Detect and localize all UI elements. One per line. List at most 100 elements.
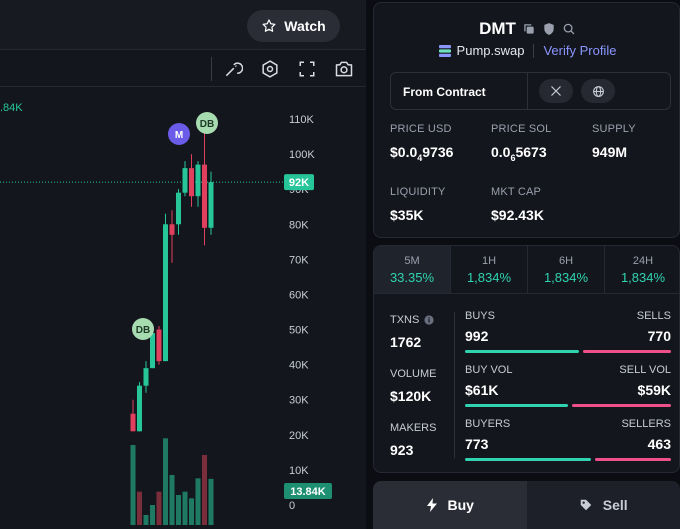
trade-tabs: Buy Sell: [373, 481, 680, 529]
buyers-sellers-ratio: BUYERS SELLERS 773 463: [465, 418, 671, 461]
indicator-magic-icon[interactable]: [221, 57, 245, 81]
volume-bar: [150, 505, 155, 525]
volume-bar: [189, 498, 194, 525]
tf-value: 33.35%: [389, 269, 435, 285]
buy-tab[interactable]: Buy: [373, 481, 527, 529]
website-button[interactable]: [581, 79, 615, 103]
buy-vol-bar: [465, 404, 568, 407]
trade-marker: [168, 123, 190, 145]
sells-bar: [582, 350, 671, 353]
token-title: DMT: [374, 19, 680, 39]
pumpswap-logo-icon: [438, 44, 451, 57]
price-usd-label: PRICE USD: [390, 123, 452, 135]
y-axis-tick-label: 20K: [289, 430, 309, 442]
watch-button[interactable]: Watch: [247, 10, 340, 42]
buys-bar: [465, 350, 579, 353]
transactions-panel: 5M 33.35% 1H 1,834% 6H 1,834% 24H 1,834%…: [373, 245, 680, 473]
y-axis-tick-label: 0: [289, 500, 295, 512]
volume-bar: [143, 515, 149, 525]
price-usd-stat: PRICE USD $0.049736: [390, 123, 453, 163]
timeframe-24h[interactable]: 24H 1,834%: [605, 246, 679, 293]
fullscreen-icon[interactable]: [295, 57, 319, 81]
volume-bar: [195, 478, 201, 525]
lightning-icon: [426, 498, 437, 512]
volume-bar: [156, 491, 162, 525]
tf-label: 6H: [558, 254, 574, 267]
volume-bar: [182, 491, 188, 525]
sell-tab[interactable]: Sell: [527, 481, 680, 529]
chart-panel: Watch 110K 100K 90K 80K 70K 60K 50K 40K 30K 20K 10…: [0, 0, 366, 529]
timeframe-1h[interactable]: 1H 1,834%: [451, 246, 528, 293]
txns-stat: TXNS 1762: [390, 314, 434, 350]
trade-marker-label: DB: [136, 325, 150, 336]
volume-tag-bg: [284, 482, 332, 499]
price-usd-value: $0.049736: [390, 144, 454, 163]
buy-sell-volume-ratio: BUY VOL SELL VOL $61K $59K: [465, 364, 671, 407]
candle-body: [189, 168, 194, 197]
verify-profile-link[interactable]: Verify Profile: [543, 43, 617, 58]
camera-icon[interactable]: [332, 57, 356, 81]
sell-label: Sell: [602, 497, 628, 513]
timeframe-5m[interactable]: 5M 33.35%: [374, 246, 451, 293]
supply-stat: SUPPLY 949M: [592, 123, 636, 160]
liquidity-label: LIQUIDITY: [390, 186, 446, 198]
makers-label: MAKERS: [390, 422, 437, 434]
supply-label: SUPPLY: [592, 123, 636, 135]
txns-label: TXNS: [390, 314, 420, 326]
candle-body: [195, 164, 201, 197]
tag-icon: [580, 499, 592, 511]
price-tag-bg: [284, 174, 314, 191]
buyers-value: 773: [465, 436, 489, 452]
buys-value: 992: [465, 328, 489, 344]
volume-tag: 13.84K: [290, 486, 326, 498]
timeframe-6h[interactable]: 6H 1,834%: [528, 246, 605, 293]
sell-vol-label: SELL VOL: [619, 364, 671, 376]
token-info-panel: DMT Pump.swap Verify Profile From Contra…: [373, 2, 680, 238]
candle-body: [169, 224, 175, 235]
buy-label: Buy: [447, 497, 474, 513]
star-icon: [262, 19, 276, 32]
sells-label: SELLS: [636, 310, 671, 322]
candle-body: [176, 192, 181, 225]
trade-marker-label: M: [175, 130, 183, 141]
dex-name[interactable]: Pump.swap: [456, 43, 525, 58]
watch-label: Watch: [284, 18, 326, 34]
info-icon[interactable]: [424, 315, 434, 325]
tf-value: 1,834%: [620, 269, 666, 285]
from-contract-label[interactable]: From Contract: [403, 85, 486, 99]
divider: [454, 312, 455, 458]
price-sol-value: 0.065673: [491, 144, 547, 163]
search-icon[interactable]: [562, 22, 576, 36]
settings-hexagon-icon[interactable]: [258, 57, 282, 81]
timeframe-row: 5M 33.35% 1H 1,834% 6H 1,834% 24H 1,834%: [374, 246, 679, 294]
copy-icon[interactable]: [522, 22, 536, 36]
buyers-label: BUYERS: [465, 418, 511, 430]
y-axis-tick-label: 70K: [289, 254, 309, 266]
txns-value: 1762: [390, 334, 422, 350]
sell-vol-value: $59K: [637, 382, 671, 398]
y-axis-tick-label: 50K: [289, 325, 309, 337]
y-axis-tick-label: 100K: [289, 149, 315, 161]
trade-marker-label: DB: [200, 119, 214, 130]
shield-icon[interactable]: [542, 22, 556, 36]
sell-vol-bar: [571, 404, 671, 407]
price-tag: 92K: [289, 177, 309, 189]
buyers-bar: [465, 458, 592, 461]
candle-body: [143, 368, 149, 386]
volume-bar: [163, 438, 168, 525]
price-chart[interactable]: 110K100K90K80K70K60K50K40K30K20K10K0.84K…: [0, 88, 366, 529]
x-logo-icon: [551, 86, 561, 96]
volume-bar: [130, 445, 136, 525]
y-axis-tick-label: 80K: [289, 219, 309, 231]
supply-value: 949M: [592, 144, 628, 160]
y-axis-tick-label: 30K: [289, 395, 309, 407]
volume-value: $120K: [390, 388, 432, 404]
sells-value: 770: [647, 328, 671, 344]
volume-bar: [208, 478, 214, 525]
sellers-label: SELLERS: [621, 418, 671, 430]
sellers-bar: [595, 458, 671, 461]
volume-bar: [176, 495, 181, 525]
x-social-button[interactable]: [539, 79, 573, 103]
y-axis-tick-label: 110K: [289, 114, 315, 126]
candle-body: [163, 224, 168, 362]
